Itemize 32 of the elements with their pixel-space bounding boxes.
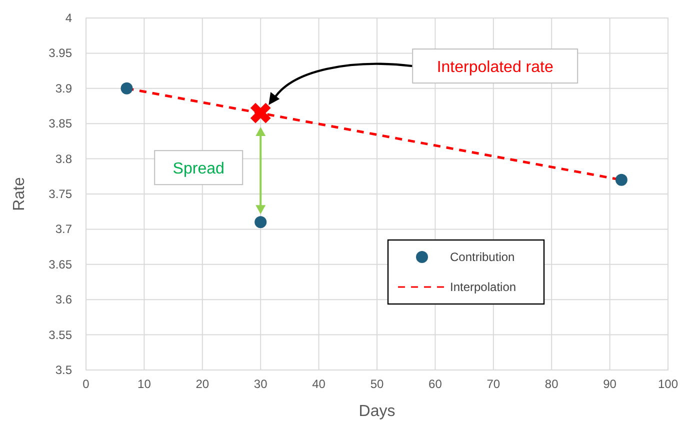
y-tick-label: 3.85 xyxy=(48,116,72,131)
x-tick-label: 10 xyxy=(138,377,152,391)
legend-label: Contribution xyxy=(450,250,515,264)
x-tick-label: 100 xyxy=(658,377,678,391)
y-tick-label: 3.95 xyxy=(48,46,72,60)
x-tick-label: 80 xyxy=(544,377,559,391)
x-tick-label: 30 xyxy=(254,377,268,391)
x-tick-label: 20 xyxy=(196,377,210,391)
x-tick-label: 90 xyxy=(603,377,617,391)
y-tick-label: 3.6 xyxy=(55,292,72,307)
annotation: Spread xyxy=(172,160,224,178)
y-tick-label: 3.55 xyxy=(48,328,72,342)
x-axis-title: Days xyxy=(358,403,396,420)
x-tick-label: 40 xyxy=(312,377,326,391)
y-tick-label: 3.65 xyxy=(48,257,72,272)
y-tick-label: 3.5 xyxy=(55,363,72,377)
y-tick-label: 3.7 xyxy=(55,222,72,236)
y-axis-title: Rate xyxy=(11,177,28,211)
y-tick-label: 3.8 xyxy=(55,152,72,166)
point xyxy=(120,82,133,94)
y-tick-label: 4 xyxy=(65,11,72,25)
point xyxy=(254,216,267,228)
x-tick-label: 0 xyxy=(82,377,90,391)
x-tick-label: 70 xyxy=(486,377,500,391)
point xyxy=(250,102,271,124)
annotation: Interpolated rate xyxy=(436,59,554,76)
x-tick-label: 60 xyxy=(428,377,442,391)
x-tick-label: 50 xyxy=(370,377,384,391)
y-tick-label: 3.75 xyxy=(48,187,72,201)
point xyxy=(615,174,628,186)
legend-label: Interpolation xyxy=(450,280,516,294)
y-tick-label: 3.9 xyxy=(55,81,72,96)
